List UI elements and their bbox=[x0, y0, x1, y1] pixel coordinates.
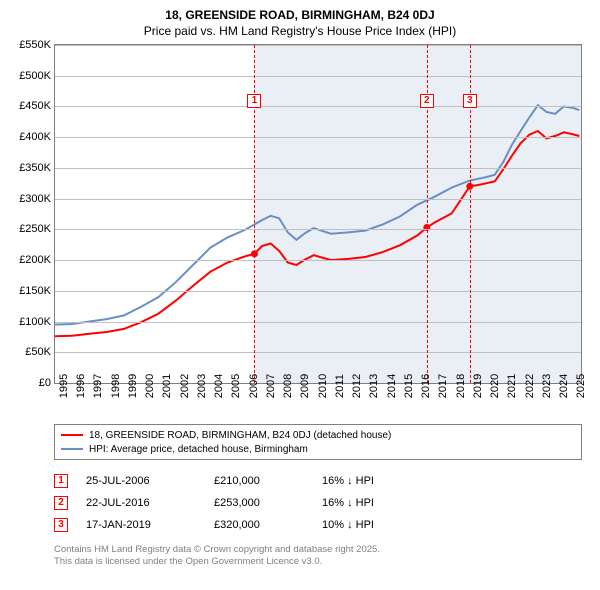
y-axis-label: £450K bbox=[11, 100, 51, 112]
y-axis-label: £100K bbox=[11, 316, 51, 328]
gridline-h bbox=[55, 352, 581, 353]
sale-date: 22-JUL-2016 bbox=[86, 497, 196, 509]
y-axis-label: £550K bbox=[11, 39, 51, 51]
x-axis-label: 2024 bbox=[558, 374, 570, 398]
x-axis-label: 2011 bbox=[334, 374, 346, 398]
marker-label: 2 bbox=[420, 94, 434, 108]
chart-svg bbox=[55, 45, 581, 383]
y-axis-label: £500K bbox=[11, 70, 51, 82]
gridline-h bbox=[55, 45, 581, 46]
gridline-h bbox=[55, 199, 581, 200]
x-axis-label: 2013 bbox=[368, 374, 380, 398]
legend-item: HPI: Average price, detached house, Birm… bbox=[61, 442, 575, 456]
x-axis-label: 2021 bbox=[506, 374, 518, 398]
sales-table: 1 25-JUL-2006 £210,000 16% ↓ HPI 2 22-JUL-201… bbox=[54, 470, 582, 536]
x-axis-label: 2001 bbox=[161, 374, 173, 398]
sale-marker: 2 bbox=[54, 496, 68, 510]
plot-area: £0£50K£100K£150K£200K£250K£300K£350K£400… bbox=[54, 44, 582, 384]
gridline-h bbox=[55, 76, 581, 77]
y-axis-label: £250K bbox=[11, 223, 51, 235]
y-axis-label: £350K bbox=[11, 162, 51, 174]
footer-line-1: Contains HM Land Registry data © Crown c… bbox=[54, 544, 582, 556]
sale-price: £253,000 bbox=[214, 497, 304, 509]
sale-hpi-delta: 16% ↓ HPI bbox=[322, 497, 412, 509]
sale-date: 17-JAN-2019 bbox=[86, 519, 196, 531]
y-axis-label: £200K bbox=[11, 254, 51, 266]
x-axis: 1995199619971998199920002001200220032004… bbox=[54, 384, 582, 420]
series-line bbox=[55, 131, 579, 336]
y-axis-label: £300K bbox=[11, 193, 51, 205]
x-axis-label: 2006 bbox=[248, 374, 260, 398]
x-axis-label: 2023 bbox=[541, 374, 553, 398]
sale-price: £210,000 bbox=[214, 475, 304, 487]
chart-titles: 18, GREENSIDE ROAD, BIRMINGHAM, B24 0DJ … bbox=[10, 8, 590, 38]
x-axis-label: 2017 bbox=[437, 374, 449, 398]
x-axis-label: 2003 bbox=[196, 374, 208, 398]
x-axis-label: 2025 bbox=[575, 374, 587, 398]
sale-hpi-delta: 10% ↓ HPI bbox=[322, 519, 412, 531]
y-axis-label: £150K bbox=[11, 285, 51, 297]
sale-marker: 1 bbox=[54, 474, 68, 488]
sale-row: 3 17-JAN-2019 £320,000 10% ↓ HPI bbox=[54, 514, 582, 536]
gridline-h bbox=[55, 291, 581, 292]
x-axis-label: 2004 bbox=[213, 374, 225, 398]
sale-row: 2 22-JUL-2016 £253,000 16% ↓ HPI bbox=[54, 492, 582, 514]
gridline-h bbox=[55, 106, 581, 107]
gridline-h bbox=[55, 260, 581, 261]
x-axis-label: 2020 bbox=[489, 374, 501, 398]
x-axis-label: 1996 bbox=[75, 374, 87, 398]
x-axis-label: 2005 bbox=[230, 374, 242, 398]
legend-swatch bbox=[61, 448, 83, 450]
marker-label: 1 bbox=[247, 94, 261, 108]
x-axis-label: 1999 bbox=[127, 374, 139, 398]
x-axis-label: 2019 bbox=[472, 374, 484, 398]
x-axis-label: 1995 bbox=[58, 374, 70, 398]
x-axis-label: 2012 bbox=[351, 374, 363, 398]
y-axis-label: £400K bbox=[11, 131, 51, 143]
sale-marker: 3 bbox=[54, 518, 68, 532]
footer-line-2: This data is licensed under the Open Gov… bbox=[54, 556, 582, 568]
chart-title: 18, GREENSIDE ROAD, BIRMINGHAM, B24 0DJ bbox=[10, 8, 590, 22]
x-axis-label: 2000 bbox=[144, 374, 156, 398]
x-axis-label: 2002 bbox=[179, 374, 191, 398]
sale-date: 25-JUL-2006 bbox=[86, 475, 196, 487]
x-axis-label: 2008 bbox=[282, 374, 294, 398]
chart-subtitle: Price paid vs. HM Land Registry's House … bbox=[10, 24, 590, 38]
gridline-h bbox=[55, 168, 581, 169]
chart-container: 18, GREENSIDE ROAD, BIRMINGHAM, B24 0DJ … bbox=[0, 0, 600, 590]
footer-attribution: Contains HM Land Registry data © Crown c… bbox=[54, 544, 582, 568]
sale-row: 1 25-JUL-2006 £210,000 16% ↓ HPI bbox=[54, 470, 582, 492]
gridline-h bbox=[55, 137, 581, 138]
x-axis-label: 2014 bbox=[386, 374, 398, 398]
x-axis-label: 1997 bbox=[92, 374, 104, 398]
gridline-h bbox=[55, 229, 581, 230]
x-axis-label: 2018 bbox=[455, 374, 467, 398]
legend-swatch bbox=[61, 434, 83, 436]
marker-label: 3 bbox=[463, 94, 477, 108]
legend-item: 18, GREENSIDE ROAD, BIRMINGHAM, B24 0DJ … bbox=[61, 428, 575, 442]
x-axis-label: 2015 bbox=[403, 374, 415, 398]
gridline-h bbox=[55, 322, 581, 323]
x-axis-label: 2010 bbox=[317, 374, 329, 398]
sale-hpi-delta: 16% ↓ HPI bbox=[322, 475, 412, 487]
x-axis-label: 2022 bbox=[524, 374, 536, 398]
y-axis-label: £50K bbox=[11, 346, 51, 358]
sale-price: £320,000 bbox=[214, 519, 304, 531]
x-axis-label: 2016 bbox=[420, 374, 432, 398]
x-axis-label: 2009 bbox=[299, 374, 311, 398]
x-axis-label: 1998 bbox=[110, 374, 122, 398]
x-axis-label: 2007 bbox=[265, 374, 277, 398]
y-axis-label: £0 bbox=[11, 377, 51, 389]
legend-label: HPI: Average price, detached house, Birm… bbox=[89, 444, 308, 455]
legend: 18, GREENSIDE ROAD, BIRMINGHAM, B24 0DJ … bbox=[54, 424, 582, 460]
legend-label: 18, GREENSIDE ROAD, BIRMINGHAM, B24 0DJ … bbox=[89, 430, 391, 441]
